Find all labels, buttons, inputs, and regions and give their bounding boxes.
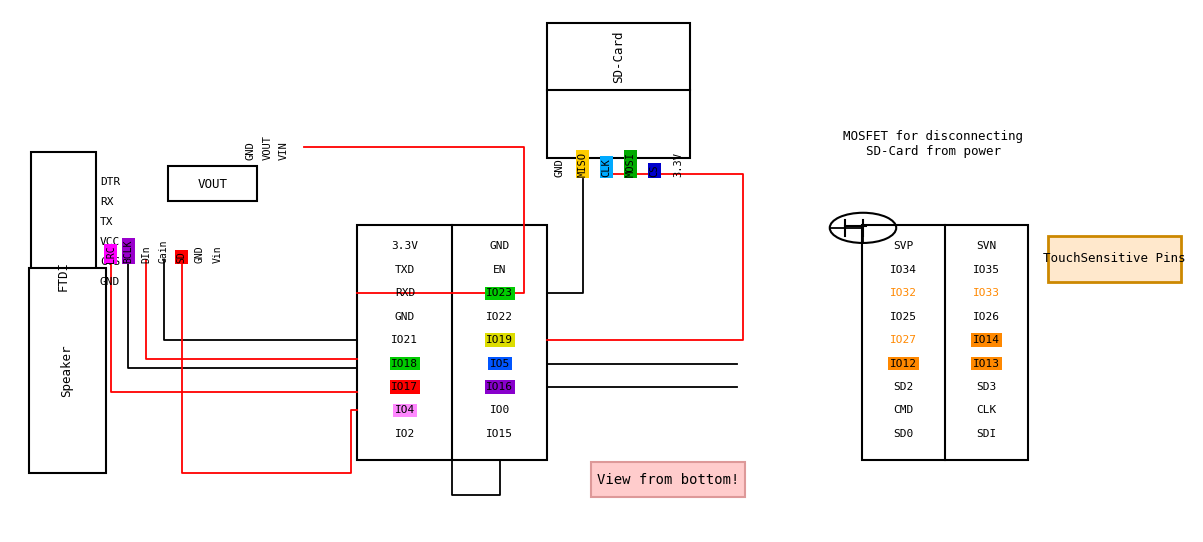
Text: FTDI: FTDI [57, 261, 70, 292]
Text: CMD: CMD [893, 405, 913, 416]
Text: IO15: IO15 [486, 429, 514, 439]
Text: BCLK: BCLK [124, 240, 134, 263]
Text: DTR: DTR [100, 177, 120, 187]
Text: DIn: DIn [141, 246, 152, 263]
Text: IO16: IO16 [486, 382, 514, 392]
Text: SDI: SDI [977, 429, 996, 439]
Text: SVN: SVN [977, 241, 996, 251]
Bar [31, 152, 96, 368]
Text: MOSFET for disconnecting
SD-Card from power: MOSFET for disconnecting SD-Card from po… [843, 130, 1023, 158]
Text: SD0: SD0 [893, 429, 913, 439]
Text: IO22: IO22 [486, 312, 514, 321]
Text: IO17: IO17 [391, 382, 419, 392]
Text: IO18: IO18 [391, 359, 419, 369]
Text: MISO: MISO [577, 152, 588, 177]
Text: RXD: RXD [395, 288, 415, 298]
Text: GND: GND [395, 312, 415, 321]
Text: CLK: CLK [977, 405, 996, 416]
Text: CTS: CTS [100, 257, 120, 267]
Text: IO27: IO27 [890, 335, 917, 345]
Text: IO14: IO14 [973, 335, 1000, 345]
Text: View from bottom!: View from bottom! [597, 473, 740, 487]
Text: GND: GND [100, 277, 120, 287]
Text: TX: TX [100, 217, 113, 227]
Text: RX: RX [100, 197, 113, 207]
Text: VIN: VIN [279, 141, 289, 160]
Text: IO5: IO5 [490, 359, 510, 369]
Text: LRC: LRC [106, 246, 115, 263]
Bar [29, 268, 106, 473]
Text: SD: SD [177, 251, 186, 263]
Text: IO33: IO33 [973, 288, 1000, 298]
Text: Gain: Gain [159, 240, 168, 263]
Bar [357, 225, 547, 460]
Bar [591, 462, 746, 498]
Text: Speaker: Speaker [60, 345, 73, 397]
Text: SVP: SVP [893, 241, 913, 251]
Text: IO25: IO25 [890, 312, 917, 321]
Text: SD3: SD3 [977, 382, 996, 392]
Text: 3.3V: 3.3V [391, 241, 419, 251]
Text: SD2: SD2 [893, 382, 913, 392]
Bar [861, 225, 1027, 460]
Bar [547, 23, 689, 158]
Text: VCC: VCC [100, 237, 120, 247]
Text: IO35: IO35 [973, 264, 1000, 275]
Text: SD-Card: SD-Card [612, 30, 626, 83]
Text: IO19: IO19 [486, 335, 514, 345]
Text: Vin: Vin [213, 246, 223, 263]
Text: 3.3V: 3.3V [672, 152, 683, 177]
Text: TXD: TXD [395, 264, 415, 275]
Text: GND: GND [195, 246, 205, 263]
Text: IO0: IO0 [490, 405, 510, 416]
Text: CS: CS [650, 164, 659, 177]
Text: VOUT: VOUT [262, 136, 272, 160]
Text: EN: EN [493, 264, 506, 275]
Bar [1048, 236, 1181, 282]
Bar [167, 166, 256, 201]
Text: MOSI: MOSI [626, 152, 635, 177]
Text: IO12: IO12 [890, 359, 917, 369]
Text: IO4: IO4 [395, 405, 415, 416]
Text: VOUT: VOUT [197, 178, 227, 191]
Text: IO32: IO32 [890, 288, 917, 298]
Text: GND: GND [490, 241, 510, 251]
Text: IO26: IO26 [973, 312, 1000, 321]
Text: TouchSensitive Pins: TouchSensitive Pins [1043, 253, 1186, 266]
Text: CLK: CLK [602, 158, 611, 177]
Text: IO34: IO34 [890, 264, 917, 275]
Text: GND: GND [555, 158, 564, 177]
Text: IO21: IO21 [391, 335, 419, 345]
Text: IO23: IO23 [486, 288, 514, 298]
Text: IO2: IO2 [395, 429, 415, 439]
Text: GND: GND [245, 141, 255, 160]
Text: IO13: IO13 [973, 359, 1000, 369]
